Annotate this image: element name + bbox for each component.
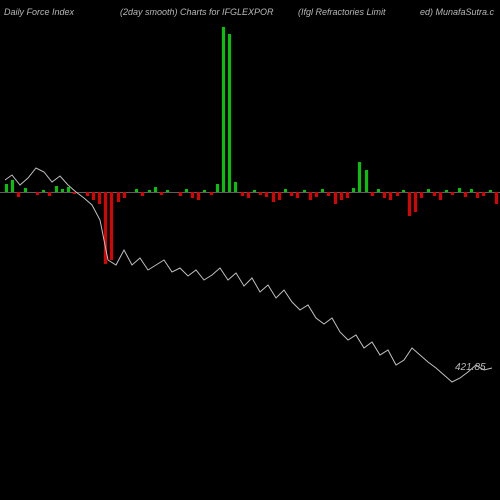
- last-price-label: 421.85: [455, 362, 486, 373]
- header-right: ed) MunafaSutra.c: [420, 7, 494, 17]
- price-line: [5, 168, 492, 382]
- force-index-chart: 421.85: [0, 20, 500, 500]
- chart-header: Daily Force Index (2day smooth) Charts f…: [0, 4, 500, 20]
- header-center-left: (2day smooth) Charts for IFGLEXPOR: [120, 7, 274, 17]
- header-left: Daily Force Index: [4, 7, 74, 17]
- header-center-right: (Ifgl Refractories Limit: [298, 7, 386, 17]
- price-overlay: [0, 20, 500, 500]
